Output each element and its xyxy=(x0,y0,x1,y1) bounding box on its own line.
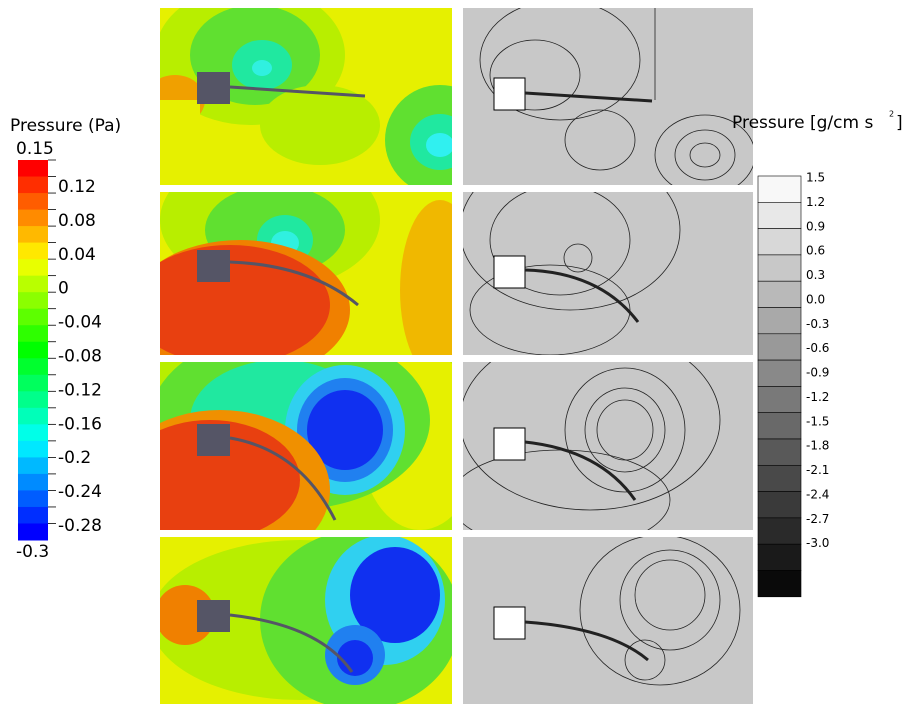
colorbar-band xyxy=(18,358,48,375)
color-panel xyxy=(110,330,480,570)
colorbar-label: -0.12 xyxy=(58,380,102,400)
colorbar-label: 0.6 xyxy=(806,244,825,258)
colorbar-label: -2.1 xyxy=(806,463,829,477)
colorbar-band xyxy=(18,276,48,293)
colorbar-label: -0.16 xyxy=(58,414,102,434)
colorbar-band xyxy=(18,243,48,260)
colorbar-band xyxy=(758,360,801,386)
colorbar-title-end: ] xyxy=(896,113,903,133)
colorbar-band xyxy=(18,160,48,177)
colorbar-label: -0.28 xyxy=(58,516,102,536)
colorbar-label: 0.9 xyxy=(806,219,825,233)
colorbar-band xyxy=(758,465,801,491)
colorbar-label: -0.2 xyxy=(58,448,91,468)
colorbar-label: -0.04 xyxy=(58,313,102,333)
colorbar-band xyxy=(758,386,801,412)
colorbar-band xyxy=(758,334,801,360)
colorbar-band xyxy=(18,457,48,474)
colorbar-band xyxy=(758,202,801,228)
colorbar-label: -2.7 xyxy=(806,512,829,526)
color-panel xyxy=(150,530,460,704)
colorbar-band xyxy=(18,408,48,425)
colorbar-label: -1.2 xyxy=(806,390,829,404)
colorbar-band xyxy=(758,229,801,255)
colorbar-label: -0.3 xyxy=(806,317,829,331)
colorbar-title: Pressure [g/cm s xyxy=(732,113,873,133)
colorbar-title: Pressure (Pa) xyxy=(10,116,121,136)
figure: Pressure (Pa) Pressure [g/cm s 2 ] 0.150… xyxy=(0,0,916,704)
colorbar-band xyxy=(18,292,48,309)
colorbar-label: -0.6 xyxy=(806,341,829,355)
colorbar-label: 0.0 xyxy=(806,292,825,306)
colorbar-band xyxy=(758,255,801,281)
colorbar-band xyxy=(18,325,48,342)
colorbar-band xyxy=(18,490,48,507)
colorbar-band xyxy=(18,177,48,194)
colorbar-band xyxy=(18,342,48,359)
colorbar-band xyxy=(758,176,801,202)
colorbar-band xyxy=(758,308,801,334)
colorbar-band xyxy=(758,571,801,597)
colorbar-label: -3.0 xyxy=(806,536,829,550)
colorbar-band xyxy=(18,309,48,326)
colorbar-band xyxy=(18,523,48,540)
colorbar-band xyxy=(18,226,48,243)
colorbar-band xyxy=(18,210,48,227)
colorbar-label: 0.12 xyxy=(58,177,96,197)
colorbar-label: -0.08 xyxy=(58,347,102,367)
colorbar-label: -1.8 xyxy=(806,439,829,453)
colorbar-band xyxy=(18,375,48,392)
colorbar-label: 0.3 xyxy=(806,268,825,282)
gray-panel xyxy=(450,330,753,550)
colorbar-label: 1.5 xyxy=(806,171,825,185)
colorbar-label: 1.2 xyxy=(806,195,825,209)
colorbar-band xyxy=(18,391,48,408)
colorbar-label: -0.24 xyxy=(58,482,102,502)
colorbar-band xyxy=(18,441,48,458)
colorbar-label: -0.3 xyxy=(16,542,49,562)
colorbar-band xyxy=(758,518,801,544)
colorbar-label: 0.15 xyxy=(16,139,54,159)
colorbar-band xyxy=(18,193,48,210)
colorbar-label: -2.4 xyxy=(806,487,829,501)
gray-panel xyxy=(463,535,753,704)
colorbar-band xyxy=(18,474,48,491)
colorbar-label: 0.08 xyxy=(58,211,96,231)
colorbar-label: -1.5 xyxy=(806,414,829,428)
colorbar-label: 0 xyxy=(58,279,69,299)
colorbar-band xyxy=(758,413,801,439)
colorbar-label: -0.9 xyxy=(806,366,829,380)
colorbar-band xyxy=(758,544,801,570)
colorbar-band xyxy=(18,507,48,524)
colorbar-label: 0.04 xyxy=(58,245,96,265)
colorbar-band xyxy=(18,259,48,276)
colorbar-band xyxy=(18,424,48,441)
color-panel xyxy=(145,0,495,195)
gray-panel xyxy=(463,0,755,195)
colorbar-band xyxy=(758,439,801,465)
colorbar-band xyxy=(758,492,801,518)
colorbar-title-superscript: 2 xyxy=(889,110,894,119)
colorbar-band xyxy=(758,281,801,307)
